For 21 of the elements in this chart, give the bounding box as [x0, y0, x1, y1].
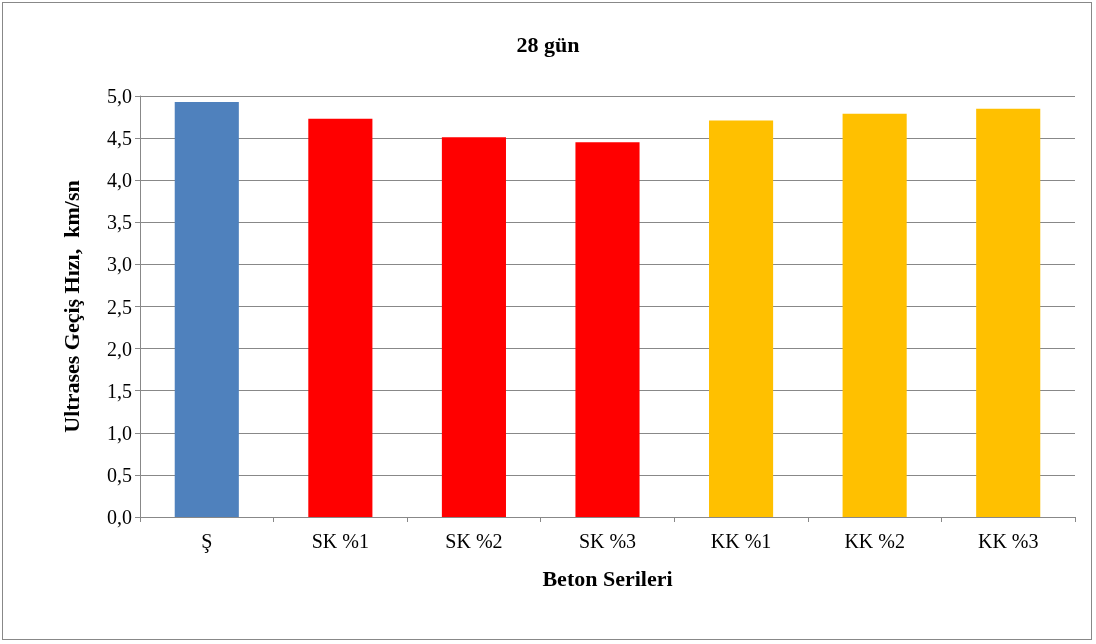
y-tick-label: 1,0	[107, 421, 132, 444]
x-tick-label: KK %3	[977, 530, 1039, 552]
x-axis-title: Beton Serileri	[542, 565, 673, 591]
y-axis-title: Ultrases Geçiş Hızı, km/sn	[58, 180, 84, 433]
x-tick-label: KK %2	[844, 530, 905, 552]
y-tick-label: 2,0	[107, 337, 132, 360]
x-tick-label: KK %1	[710, 530, 772, 552]
y-tick-label: 4,5	[107, 127, 132, 150]
x-tick-label: SK %2	[445, 530, 503, 552]
y-tick-label: 0,5	[107, 463, 132, 486]
y-tick-label: 1,5	[107, 379, 132, 402]
y-tick-label: 0,0	[107, 506, 132, 528]
chart-title: 28 gün	[516, 31, 580, 57]
x-tick-label: SK %1	[311, 530, 369, 552]
y-tick-label: 5,0	[107, 85, 132, 107]
y-tick-label: 3,0	[107, 253, 132, 276]
x-tick-label: SK %3	[578, 530, 637, 552]
x-tick-label: Ş	[201, 530, 213, 553]
y-tick-label: 4,0	[107, 169, 132, 192]
y-tick-label: 2,5	[107, 295, 132, 318]
y-tick-label: 3,5	[107, 211, 132, 234]
